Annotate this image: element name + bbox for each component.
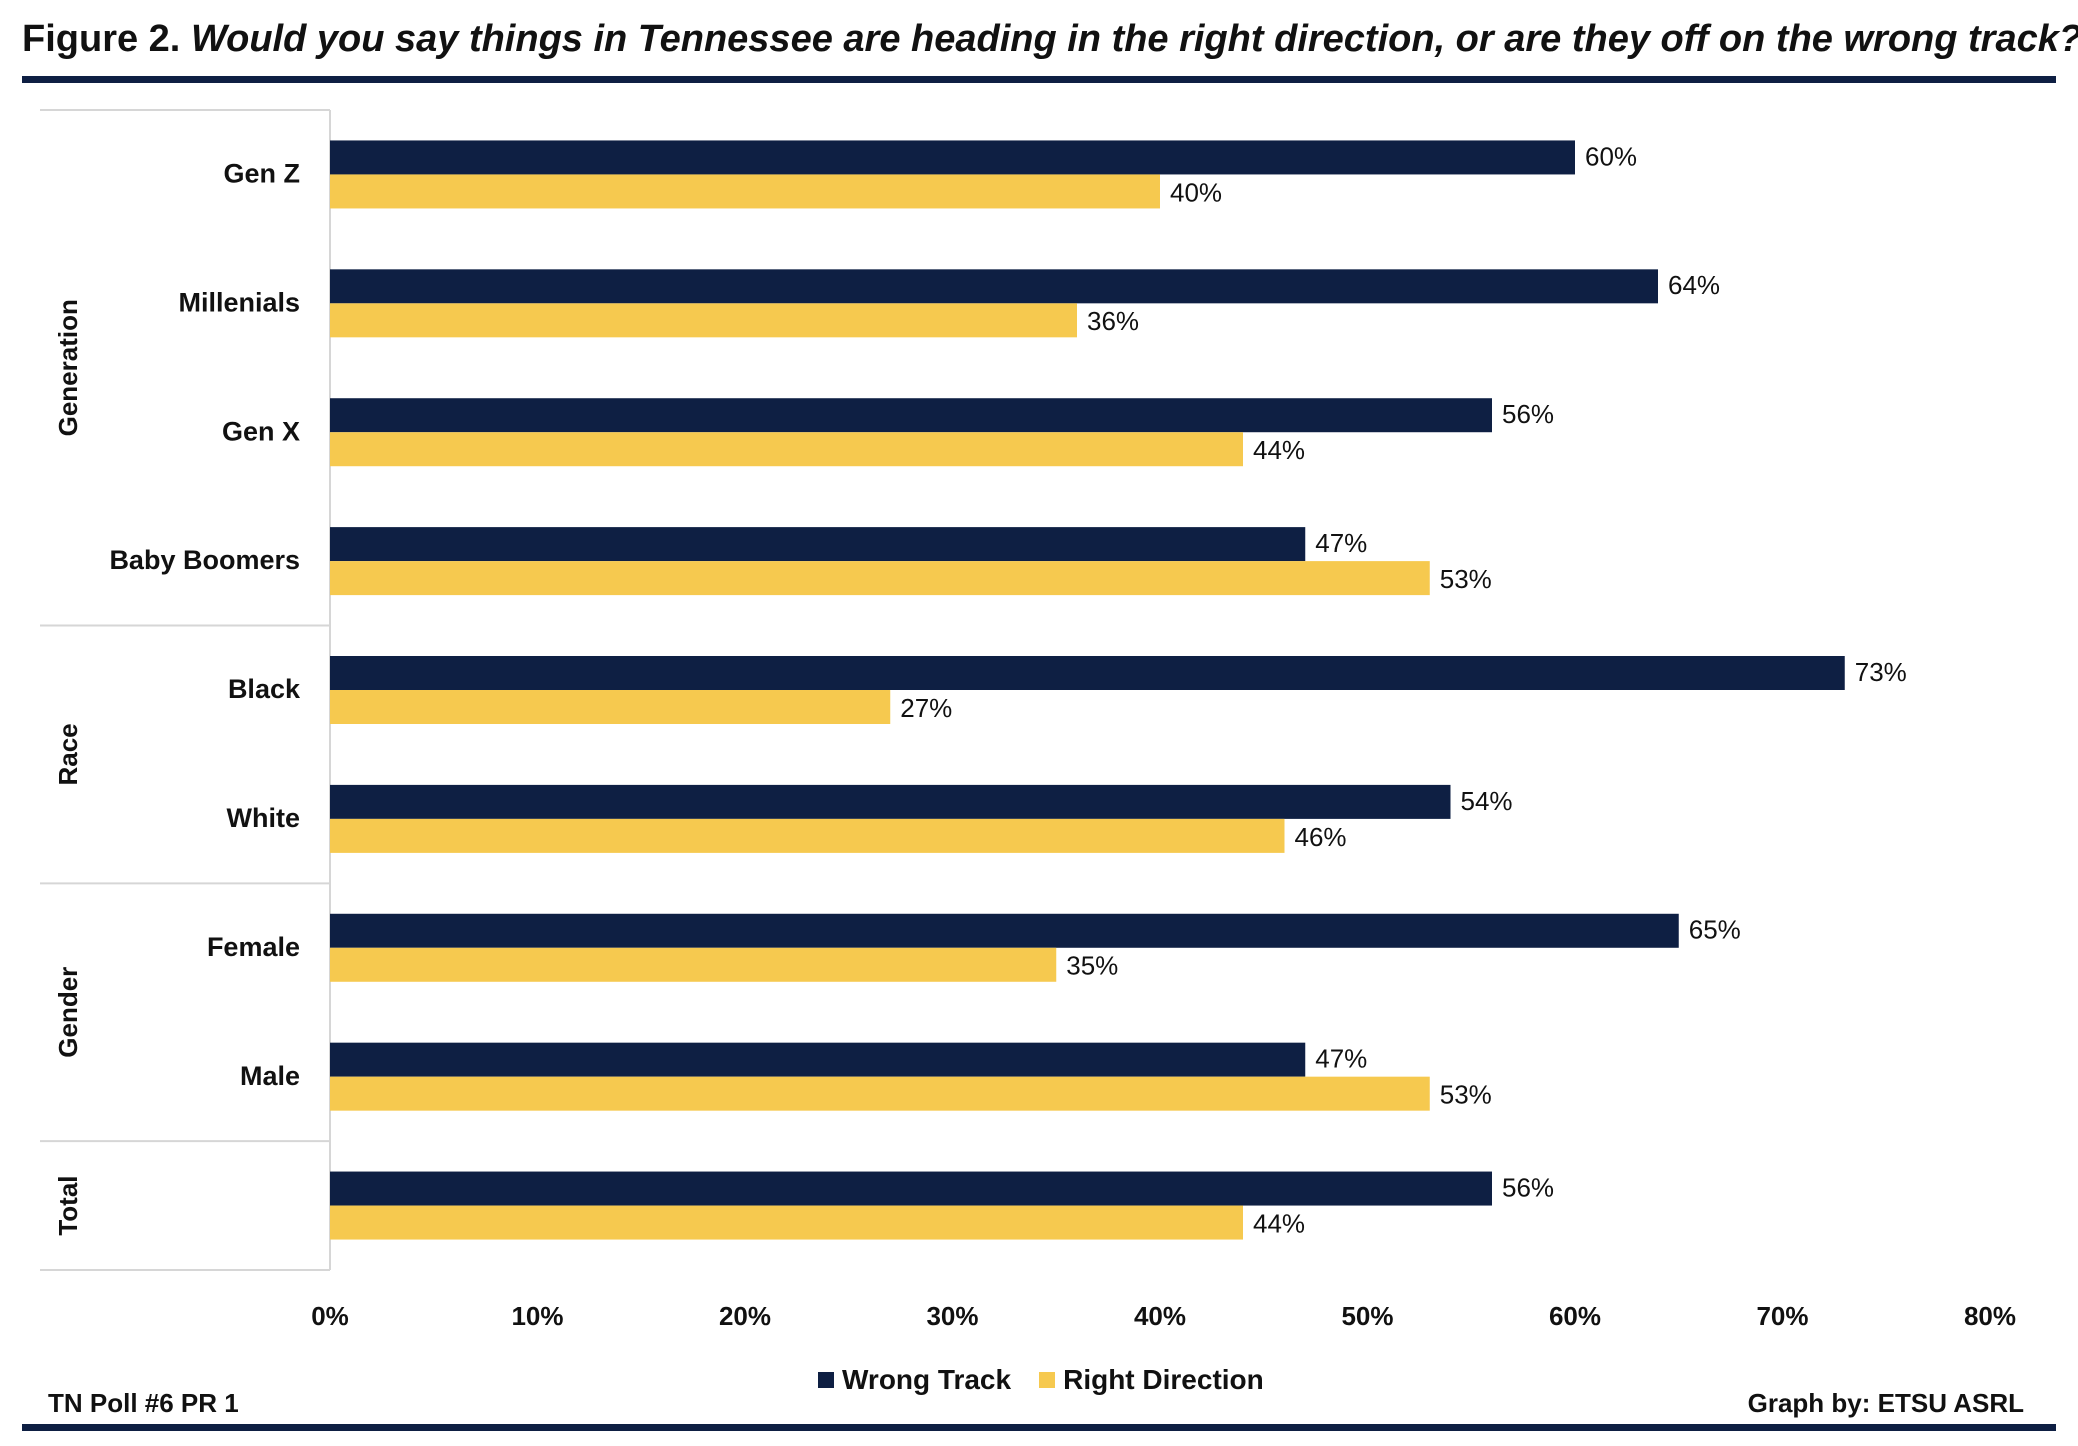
legend-swatch-right-direction <box>1039 1372 1056 1388</box>
legend-item-wrong-track: Wrong Track <box>818 1364 1011 1396</box>
poll-source: TN Poll #6 PR 1 <box>48 1388 239 1418</box>
category-label-gen-z: Gen Z <box>223 159 300 189</box>
bar-wrong-track-baby-boomers <box>330 527 1306 562</box>
category-label-gen-x: Gen X <box>222 416 300 446</box>
data-label-right-direction-gen-z: 40% <box>1170 177 1222 207</box>
x-tick-label: 0% <box>311 1301 349 1331</box>
data-label-wrong-track-female: 65% <box>1689 915 1741 945</box>
data-label-right-direction-total: 44% <box>1253 1208 1305 1238</box>
bar-wrong-track-gen-z <box>330 140 1575 175</box>
data-label-right-direction-baby-boomers: 53% <box>1440 564 1492 594</box>
data-label-right-direction-female: 35% <box>1066 951 1118 981</box>
category-label-male: Male <box>240 1061 300 1091</box>
x-tick-label: 60% <box>1549 1301 1601 1331</box>
bar-wrong-track-male <box>330 1042 1306 1077</box>
bar-right-direction-baby-boomers <box>330 561 1430 596</box>
bar-wrong-track-millenials <box>330 269 1658 304</box>
category-label-baby-boomers: Baby Boomers <box>109 545 300 575</box>
top-rule <box>22 76 2056 83</box>
data-label-right-direction-white: 46% <box>1295 822 1347 852</box>
data-label-right-direction-male: 53% <box>1440 1080 1492 1110</box>
x-tick-label: 20% <box>719 1301 771 1331</box>
group-label-race: Race <box>53 723 83 785</box>
bar-wrong-track-black <box>330 656 1845 690</box>
legend-swatch-wrong-track <box>818 1372 834 1388</box>
x-tick-label: 80% <box>1964 1301 2016 1331</box>
figure-question: Would you say things in Tennessee are he… <box>190 18 2078 60</box>
legend-label-wrong-track: Wrong Track <box>842 1364 1012 1395</box>
category-label-millenials: Millenials <box>178 287 300 317</box>
category-label-white: White <box>227 803 301 833</box>
bar-wrong-track-gen-x <box>330 398 1492 433</box>
x-tick-label: 10% <box>511 1301 563 1331</box>
bar-right-direction-female <box>330 947 1057 982</box>
x-tick-label: 70% <box>1756 1301 1808 1331</box>
bar-right-direction-male <box>330 1076 1430 1111</box>
group-label-gender: Gender <box>53 967 83 1058</box>
bar-wrong-track-white <box>330 784 1451 819</box>
data-label-wrong-track-gen-x: 56% <box>1502 399 1554 429</box>
group-label-total: Total <box>53 1175 83 1235</box>
data-label-wrong-track-total: 56% <box>1502 1172 1554 1202</box>
bar-right-direction-gen-z <box>330 174 1160 209</box>
legend-label-right-direction: Right Direction <box>1063 1364 1264 1395</box>
bar-right-direction-gen-x <box>330 432 1243 467</box>
x-tick-label: 40% <box>1134 1301 1186 1331</box>
data-label-wrong-track-white: 54% <box>1461 786 1513 816</box>
data-label-wrong-track-gen-z: 60% <box>1585 141 1637 171</box>
legend: Wrong Track Right Direction <box>818 1364 1264 1396</box>
bar-wrong-track-female <box>330 913 1679 948</box>
data-label-right-direction-gen-x: 44% <box>1253 435 1305 465</box>
category-label-black: Black <box>228 674 301 704</box>
graph-credit: Graph by: ETSU ASRL <box>1747 1388 2024 1418</box>
x-tick-label: 50% <box>1341 1301 1393 1331</box>
data-label-wrong-track-baby-boomers: 47% <box>1315 528 1367 558</box>
data-label-right-direction-black: 27% <box>900 693 952 723</box>
data-label-wrong-track-black: 73% <box>1855 657 1907 687</box>
group-label-generation: Generation <box>53 299 83 436</box>
data-label-wrong-track-male: 47% <box>1315 1044 1367 1074</box>
category-label-female: Female <box>207 932 300 962</box>
x-tick-label: 30% <box>926 1301 978 1331</box>
data-label-wrong-track-millenials: 64% <box>1668 270 1720 300</box>
bar-wrong-track-total <box>330 1171 1492 1206</box>
legend-item-right-direction: Right Direction <box>1039 1364 1264 1396</box>
data-label-right-direction-millenials: 36% <box>1087 306 1139 336</box>
figure-label: Figure 2. <box>22 18 181 60</box>
bar-right-direction-black <box>330 690 891 724</box>
bar-right-direction-total <box>330 1205 1243 1240</box>
bar-right-direction-millenials <box>330 303 1077 338</box>
bar-right-direction-white <box>330 818 1285 853</box>
chart-title: Figure 2. Would you say things in Tennes… <box>22 18 2078 61</box>
bottom-rule <box>22 1424 2056 1431</box>
